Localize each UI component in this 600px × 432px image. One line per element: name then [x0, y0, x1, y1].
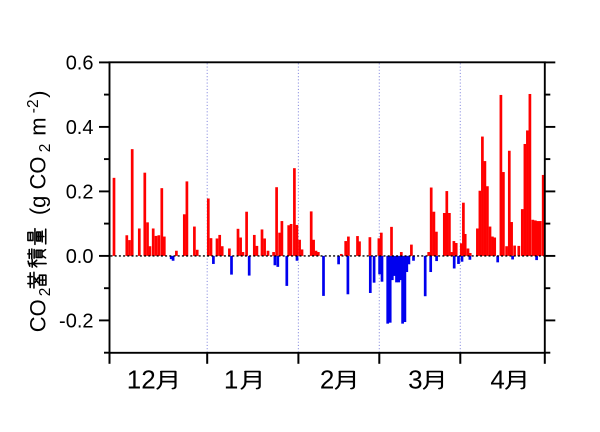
- svg-text:-2: -2: [25, 99, 42, 113]
- svg-text:): ): [26, 90, 51, 97]
- svg-text:0.2: 0.2: [66, 181, 94, 203]
- svg-text:CO: CO: [26, 299, 51, 332]
- svg-text:12: 12: [127, 364, 156, 394]
- svg-text:2: 2: [37, 288, 54, 297]
- svg-text:0.4: 0.4: [66, 117, 94, 139]
- svg-text:1: 1: [224, 364, 238, 394]
- svg-text:2: 2: [37, 144, 54, 153]
- svg-text:2: 2: [320, 364, 334, 394]
- svg-text:m: m: [26, 117, 51, 141]
- svg-text:3: 3: [408, 364, 422, 394]
- svg-text:-0.2: -0.2: [59, 310, 93, 332]
- svg-text:0.0: 0.0: [66, 246, 94, 268]
- svg-text:(g CO: (g CO: [26, 157, 51, 222]
- svg-text:4: 4: [490, 364, 504, 394]
- svg-text:0.6: 0.6: [66, 52, 94, 74]
